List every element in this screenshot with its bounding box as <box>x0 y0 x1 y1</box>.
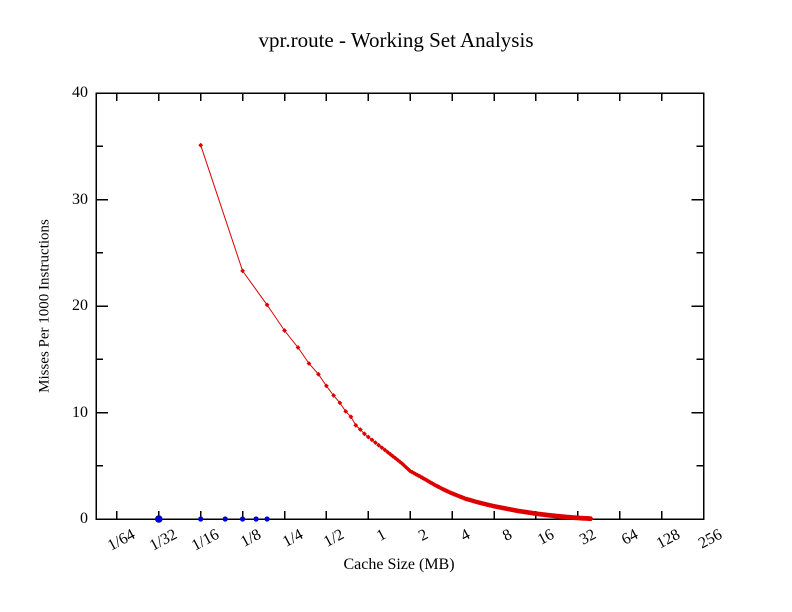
working-set-point <box>264 516 270 522</box>
chart-title: vpr.route - Working Set Analysis <box>258 28 534 52</box>
y-tick-label: 30 <box>72 190 88 208</box>
y-tick-label: 10 <box>72 403 88 421</box>
working-set-point <box>222 516 228 522</box>
x-axis-title: Cache Size (MB) <box>343 556 455 573</box>
y-tick-label: 20 <box>72 297 88 314</box>
working-set-point <box>198 516 204 522</box>
working-set-point <box>240 516 246 522</box>
miss-rate-series <box>198 142 594 522</box>
y-tick-label: 0 <box>80 510 88 527</box>
y-tick-label: 40 <box>72 84 88 101</box>
working-set-point <box>253 516 259 522</box>
working-set-point <box>155 515 163 523</box>
